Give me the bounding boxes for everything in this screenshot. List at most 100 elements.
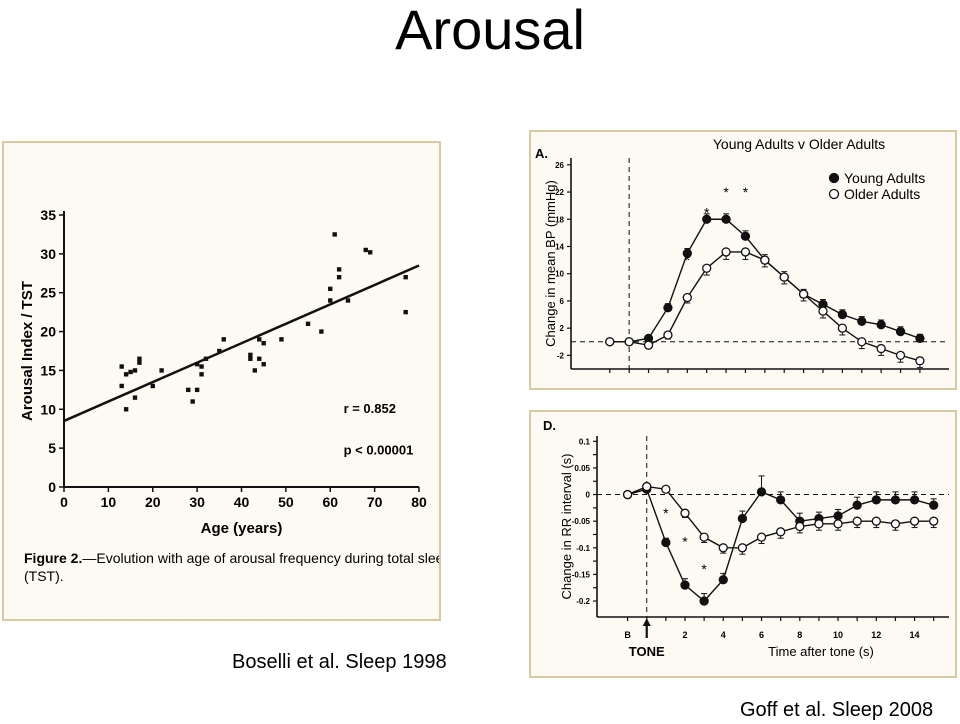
data-point — [328, 298, 333, 303]
y-tick-label: -0.1 — [576, 544, 590, 553]
data-point — [336, 274, 342, 280]
older-adults-data-point — [624, 337, 634, 347]
older-adults-data-point — [702, 263, 712, 273]
data-point — [119, 364, 124, 369]
y-tick-label: -0.2 — [576, 597, 590, 606]
data-point — [332, 232, 337, 237]
data-point — [159, 368, 164, 373]
data-point — [403, 274, 408, 280]
young-adults-data-point — [833, 511, 843, 521]
y-tick-label: 15 — [40, 362, 56, 378]
data-point — [248, 356, 253, 361]
data-point — [252, 368, 258, 373]
data-point — [403, 309, 408, 315]
legend-label-young-adults: Young Adults — [844, 170, 925, 186]
y-tick-label: 30 — [40, 246, 56, 262]
data-point — [345, 298, 351, 303]
caption-text-line-2: (TST). — [24, 568, 64, 584]
x-tick-label: 8 — [797, 630, 802, 640]
older-adults-data-point — [643, 340, 654, 350]
x-tick-label: 0 — [60, 494, 68, 510]
older-adults-data-point — [795, 521, 805, 532]
x-axis-label: Age (years) — [201, 520, 283, 537]
significance-asterisk: * — [743, 184, 749, 200]
data-point — [248, 352, 253, 358]
older-adults-data-point — [776, 527, 786, 537]
citation-boselli: Boselli et al. Sleep 1998 — [232, 651, 447, 673]
y-tick-label: 22 — [555, 188, 564, 197]
significance-asterisk: * — [701, 561, 707, 577]
older-adults-data-point — [718, 543, 728, 553]
citation-goff: Goff et al. Sleep 2008 — [740, 699, 934, 721]
older-adults-data-point — [814, 519, 824, 529]
y-tick-label: -0.15 — [572, 570, 591, 579]
older-adults-data-point — [779, 272, 789, 282]
data-point — [186, 387, 191, 393]
young-adults-data-point — [776, 495, 786, 505]
older-adults-data-point — [680, 508, 690, 518]
older-adults-data-point — [760, 255, 770, 265]
young-adults-series-line — [609, 218, 921, 343]
older-adults-data-point — [857, 337, 867, 347]
data-point — [128, 369, 133, 375]
bp-figure-panel: -2 2 6 10 14 18 22 26 Change in mean BP (mmHg) A.… — [529, 130, 957, 390]
data-point — [123, 372, 129, 377]
panel-label: D. — [543, 418, 556, 433]
significance-asterisk: * — [663, 505, 669, 521]
annotation-r-value: r = 0.852 — [344, 401, 396, 416]
x-tick-label: 40 — [234, 494, 250, 510]
data-point — [199, 364, 204, 369]
x-tick-label: 10 — [101, 494, 117, 510]
panel-label: A. — [535, 146, 548, 161]
caption-figure-number: Figure 2. — [24, 550, 82, 566]
x-tick-label: 4 — [721, 630, 726, 640]
data-point — [257, 337, 262, 342]
older-adults-data-point — [890, 519, 901, 529]
x-tick-label: 14 — [910, 630, 920, 640]
data-point — [203, 356, 209, 361]
data-point — [221, 337, 226, 342]
older-adults-data-point — [909, 516, 920, 526]
young-adults-data-point — [661, 537, 671, 548]
young-adults-data-point — [663, 303, 673, 313]
data-point — [190, 399, 195, 404]
young-adults-data-point — [702, 214, 712, 224]
y-tick-label: 6 — [560, 297, 565, 306]
older-adults-data-point — [737, 543, 748, 553]
tone-arrow-head — [642, 618, 651, 626]
data-point — [119, 383, 124, 389]
older-adults-data-point — [663, 330, 673, 340]
x-tick-label: 50 — [278, 494, 294, 510]
y-tick-label: 25 — [40, 285, 56, 301]
older-adults-data-point — [756, 532, 767, 542]
data-point — [194, 387, 200, 393]
young-adults-data-point — [721, 214, 731, 224]
data-point — [194, 362, 200, 367]
older-adults-data-point — [740, 247, 751, 257]
young-adults-data-point — [929, 500, 939, 510]
young-adults-data-point — [871, 495, 881, 505]
older-adults-data-point — [622, 489, 633, 500]
older-adults-data-point — [833, 519, 843, 529]
x-tick-label: 80 — [411, 494, 427, 510]
y-axis-label: Change in mean BP (mmHg) — [543, 180, 558, 347]
x-tick-label: 60 — [322, 494, 338, 510]
older-adults-data-point — [915, 356, 925, 366]
young-adults-data-point — [682, 248, 692, 258]
x-axis-label: Time after tone (s) — [768, 644, 874, 659]
y-tick-label: 5 — [48, 440, 56, 456]
rr-figure-panel: 0.1 0.05 0 -0.05 -0.1 -0.15 -0.2 Change in RR i… — [529, 410, 957, 678]
y-tick-label: 26 — [555, 161, 564, 170]
young-adults-data-point — [837, 309, 848, 320]
data-point — [305, 321, 311, 326]
y-tick-label: -2 — [557, 351, 565, 360]
data-point — [257, 356, 262, 361]
young-adults-data-point — [737, 513, 748, 524]
data-point — [261, 341, 266, 346]
x-tick-label: 12 — [871, 630, 881, 640]
data-point — [132, 368, 138, 373]
data-point — [367, 250, 373, 255]
y-tick-label: 0 — [48, 479, 56, 495]
y-tick-label: 10 — [555, 270, 564, 279]
figure-caption: Figure 2.—Evolution with age of arousal … — [24, 550, 439, 584]
